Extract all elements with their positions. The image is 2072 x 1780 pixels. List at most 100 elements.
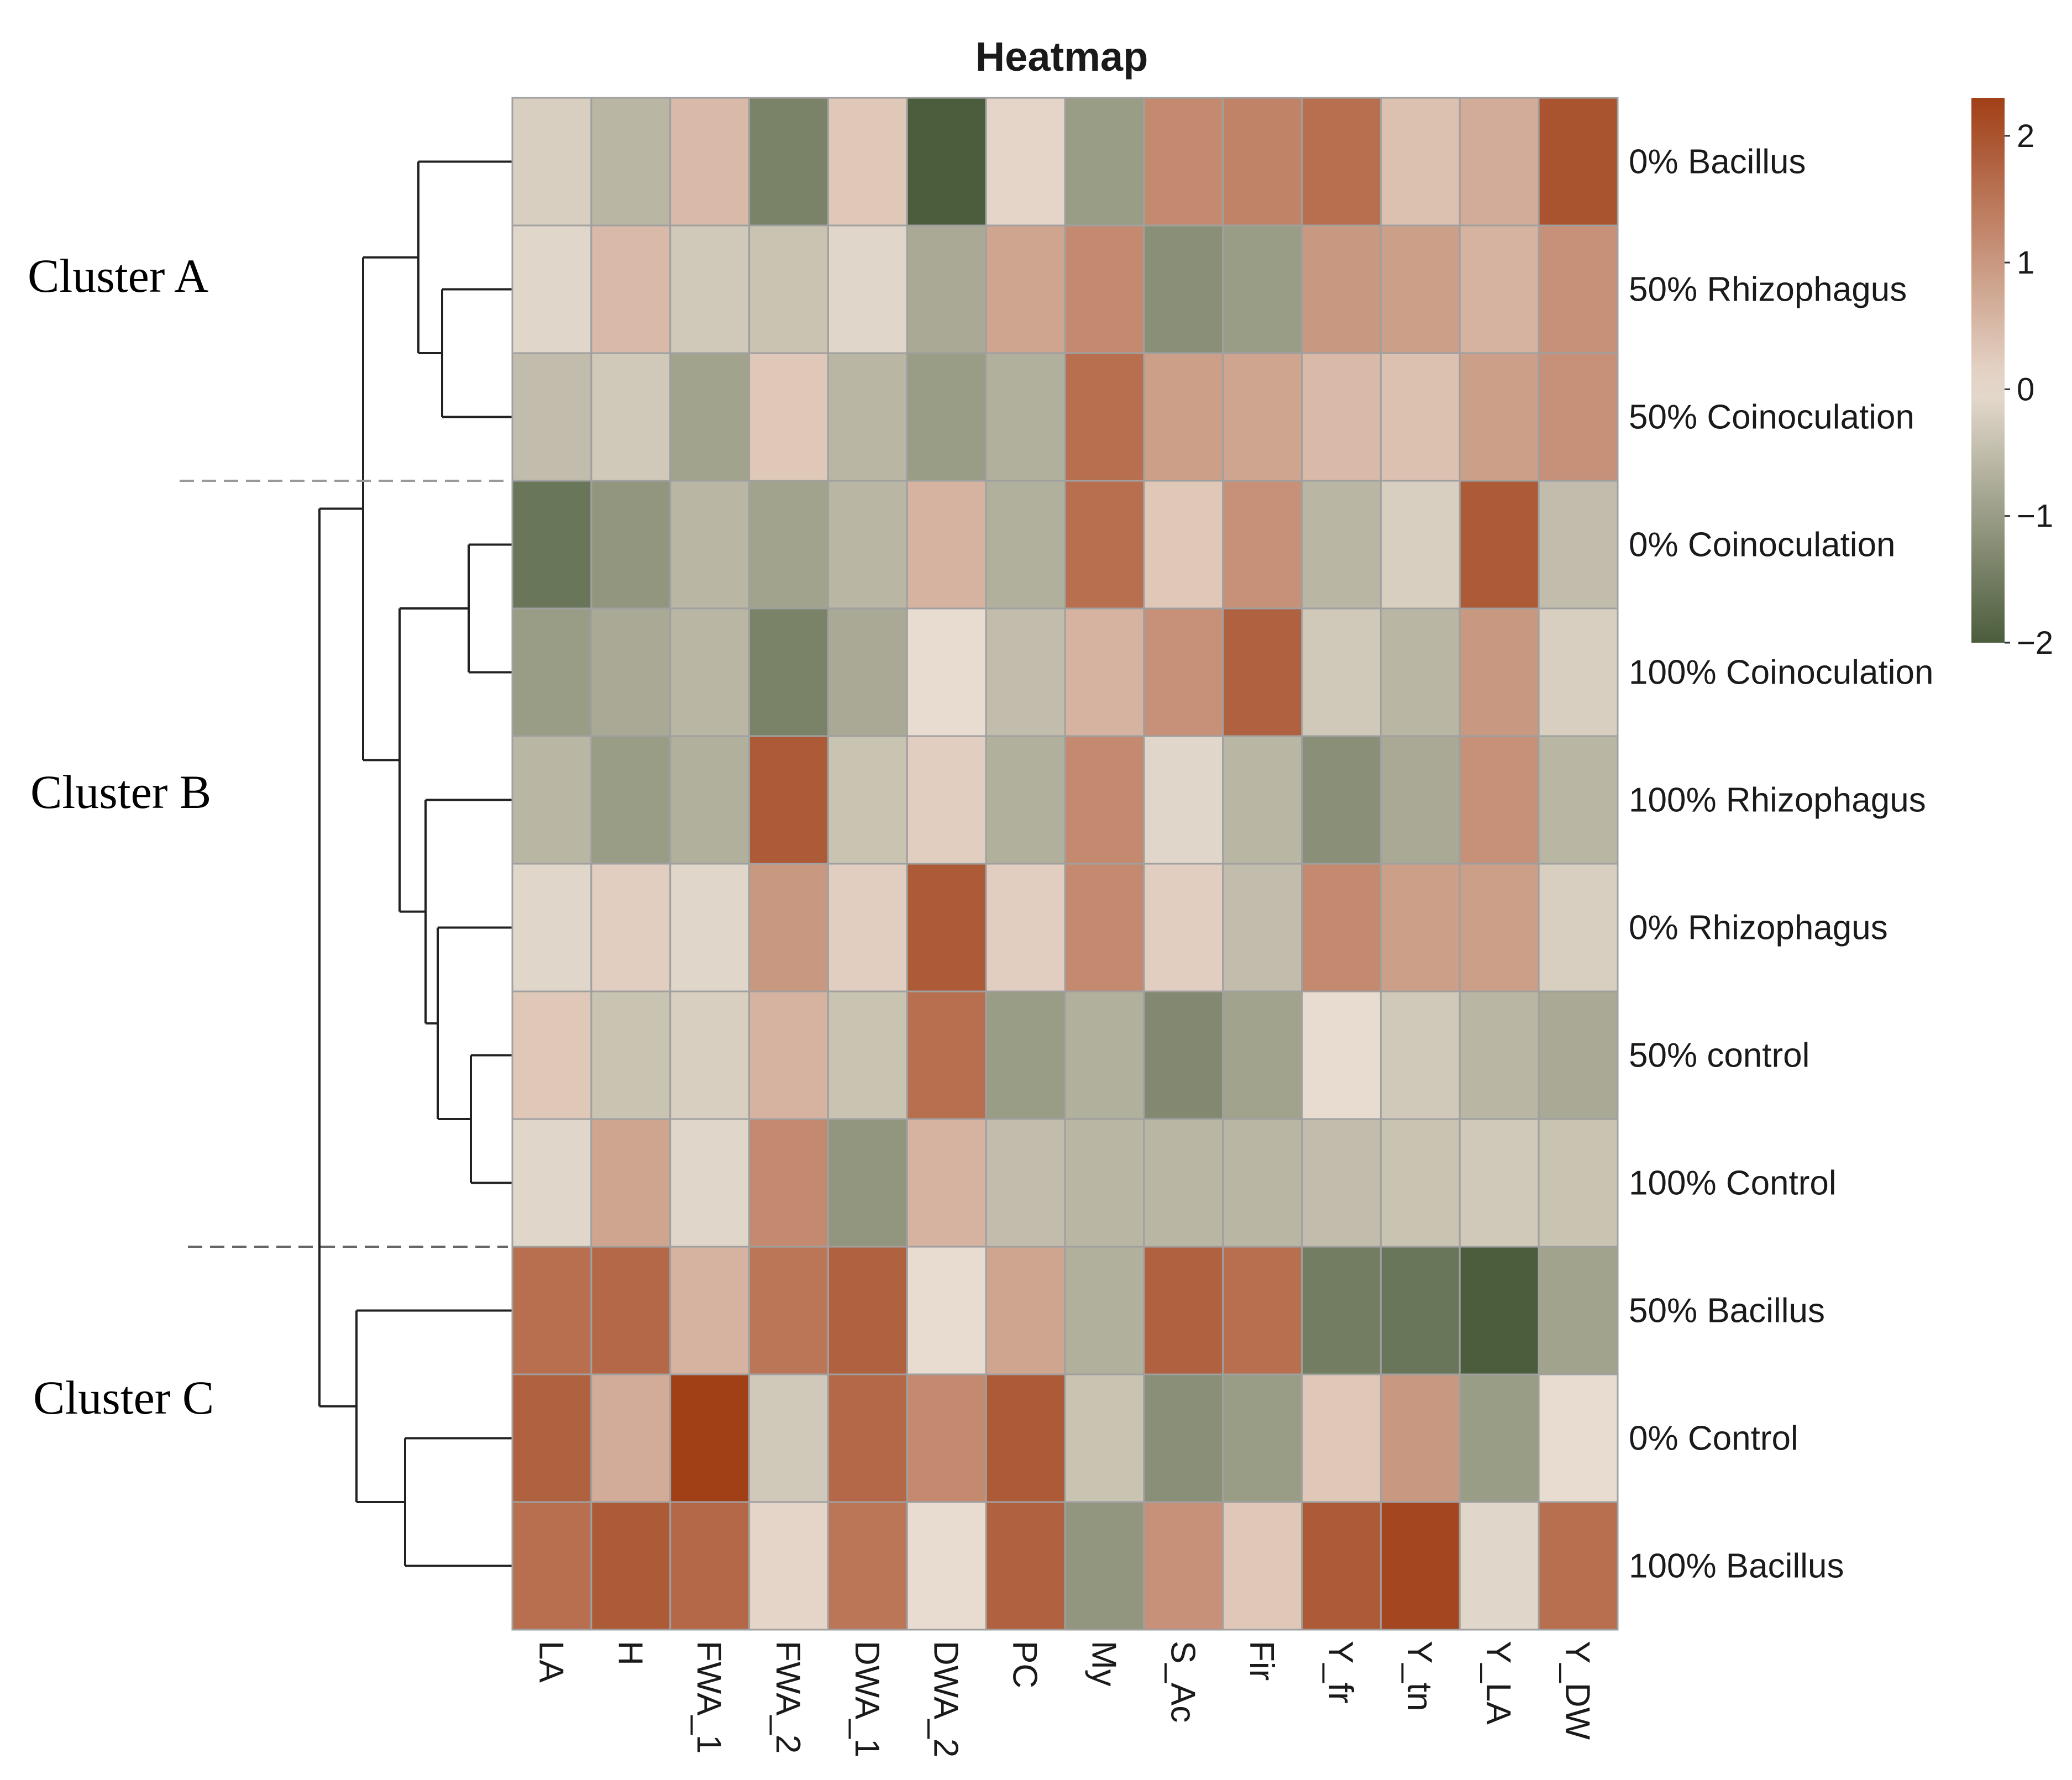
heatmap-cell [985, 224, 1066, 354]
heatmap-cell [748, 1373, 829, 1503]
column-label: Y_LA [1480, 1641, 1518, 1725]
heatmap-cell [1301, 224, 1382, 354]
heatmap-cell [1459, 1246, 1540, 1375]
heatmap-cell [1538, 1118, 1619, 1248]
heatmap-cell [1301, 990, 1382, 1120]
heatmap-cell [1143, 863, 1224, 993]
heatmap-cell [748, 863, 829, 993]
row-label: 100% Control [1629, 1164, 1837, 1203]
heatmap-cell [1301, 480, 1382, 610]
heatmap-cell [669, 480, 751, 610]
heatmap-cell [1459, 224, 1540, 354]
heatmap-cell [590, 735, 672, 865]
heatmap-cell [511, 990, 592, 1120]
heatmap-cell [906, 97, 987, 227]
heatmap-cell [511, 1501, 592, 1631]
heatmap-cell [669, 352, 751, 482]
heatmap-cell [1143, 1501, 1224, 1631]
heatmap-cell [985, 735, 1066, 865]
heatmap-cell [590, 607, 672, 737]
legend-tick-label: 2 [2017, 118, 2034, 154]
heatmap-cell [1222, 1373, 1303, 1503]
heatmap-cell [985, 1373, 1066, 1503]
heatmap-cell [827, 1118, 908, 1248]
row-label: 0% Rhizophagus [1629, 909, 1888, 947]
heatmap-cell [669, 1501, 751, 1631]
heatmap-cell [669, 1118, 751, 1248]
heatmap-cell [1301, 607, 1382, 737]
row-label: 0% Control [1629, 1420, 1798, 1458]
heatmap-cell [1379, 990, 1461, 1120]
heatmap-cell [1459, 735, 1540, 865]
heatmap-cell [748, 480, 829, 610]
heatmap-cell [1143, 352, 1224, 482]
heatmap-cell [827, 863, 908, 993]
heatmap-cell [1459, 352, 1540, 482]
heatmap-cell [511, 352, 592, 482]
heatmap-cell [669, 224, 751, 354]
heatmap-cell [1379, 97, 1461, 227]
legend-tick-label: −2 [2017, 625, 2053, 661]
heatmap-cell [906, 990, 987, 1120]
heatmap-cell [1064, 480, 1145, 610]
heatmap-cell [1143, 735, 1224, 865]
heatmap-cells [511, 97, 1619, 1631]
heatmap-cell [1379, 352, 1461, 482]
heatmap-cell [906, 863, 987, 993]
heatmap-cell [669, 863, 751, 993]
column-label: DWA_2 [927, 1641, 965, 1757]
heatmap-cell [1459, 607, 1540, 737]
heatmap-cell [1538, 607, 1619, 737]
color-legend: 2 1 0 −1 −2 [1971, 98, 2053, 661]
heatmap-cell [1143, 1373, 1224, 1503]
heatmap-cell [590, 352, 672, 482]
heatmap-cell [511, 1373, 592, 1503]
heatmap-cell [906, 224, 987, 354]
cluster-annotations: Cluster A Cluster B Cluster C [28, 249, 508, 1424]
column-label: PC [1006, 1641, 1044, 1688]
heatmap-cell [1222, 480, 1303, 610]
row-labels: 0% Bacillus 50% Rhizophagus 50% Coinoculat… [1629, 143, 1934, 1585]
heatmap-cell [590, 1373, 672, 1503]
heatmap-cell [748, 607, 829, 737]
heatmap-cell [985, 1118, 1066, 1248]
heatmap-cell [590, 990, 672, 1120]
column-label: FWA_2 [769, 1641, 807, 1753]
heatmap-cell [511, 735, 592, 865]
heatmap-cell [1222, 990, 1303, 1120]
heatmap-cell [590, 224, 672, 354]
heatmap-cell [590, 480, 672, 610]
heatmap-cell [1459, 990, 1540, 1120]
heatmap-cell [590, 1118, 672, 1248]
heatmap-cell [906, 607, 987, 737]
column-labels: LA H FWA_1 FWA_2 DWA_1 DWA_2 PC My S_Ac Fir Y_fr Y_… [532, 1641, 1596, 1757]
heatmap-cell [906, 735, 987, 865]
heatmap-cell [827, 352, 908, 482]
heatmap-cell [511, 1246, 592, 1375]
heatmap-cell [1222, 607, 1303, 737]
heatmap-cell [827, 1373, 908, 1503]
heatmap-cell [827, 224, 908, 354]
heatmap-cell [1064, 735, 1145, 865]
heatmap-cell [669, 1373, 751, 1503]
heatmap-cell [985, 352, 1066, 482]
heatmap-cell [1064, 1246, 1145, 1375]
heatmap-cell [511, 480, 592, 610]
row-label: 100% Rhizophagus [1629, 781, 1926, 820]
heatmap-cell [827, 480, 908, 610]
heatmap-cell [1301, 352, 1382, 482]
heatmap-cell [1064, 990, 1145, 1120]
heatmap-cell [1064, 863, 1145, 993]
heatmap-cell [748, 1118, 829, 1248]
heatmap-cell [1064, 352, 1145, 482]
column-label: Y_tn [1400, 1641, 1439, 1711]
row-label: 100% Coinoculation [1629, 654, 1934, 692]
heatmap-cell [1538, 224, 1619, 354]
heatmap-cell [1064, 1501, 1145, 1631]
heatmap-cell [511, 97, 592, 227]
heatmap-cell [1379, 1246, 1461, 1375]
heatmap-cell [511, 1118, 592, 1248]
heatmap-cell [1301, 1501, 1382, 1631]
heatmap-cell [985, 480, 1066, 610]
heatmap-cell [511, 863, 592, 993]
